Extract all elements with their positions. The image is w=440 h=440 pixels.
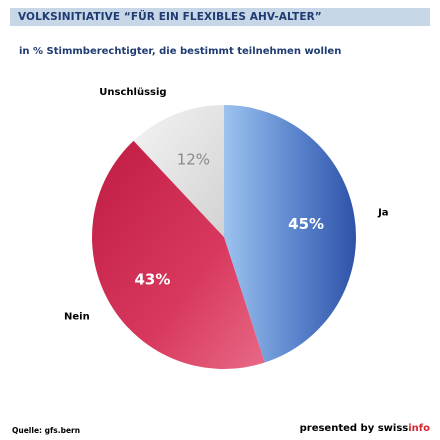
chart-title: VOLKSINITIATIVE “FÜR EIN FLEXIBLES AHV-A… — [18, 11, 322, 23]
value-label-unschluessig: 12% — [177, 151, 210, 169]
pie-labels: 45% Ja 43% Nein 12% Unschlüssig — [64, 87, 389, 322]
source-note: Quelle: gfs.bern — [12, 426, 81, 435]
value-label-nein: 43% — [134, 270, 170, 288]
category-label-unschluessig: Unschlüssig — [99, 87, 166, 98]
category-label-nein: Nein — [64, 311, 90, 322]
pie-slice-nein — [92, 140, 265, 369]
category-label-ja: Ja — [377, 208, 388, 219]
pie-slice-ja — [224, 105, 357, 363]
presented-by-prefix: presented by swiss — [299, 423, 409, 434]
title-bar: VOLKSINITIATIVE “FÜR EIN FLEXIBLES AHV-A… — [10, 8, 430, 26]
value-label-ja: 45% — [288, 215, 324, 233]
presented-by-brand: info — [408, 423, 430, 434]
presented-by: presented by swissinfo — [300, 423, 430, 434]
pie-slice-unschluessig — [133, 105, 224, 237]
pie-slices — [92, 105, 357, 369]
chart-subtitle: in % Stimmberechtigter, die bestimmt tei… — [19, 46, 342, 57]
